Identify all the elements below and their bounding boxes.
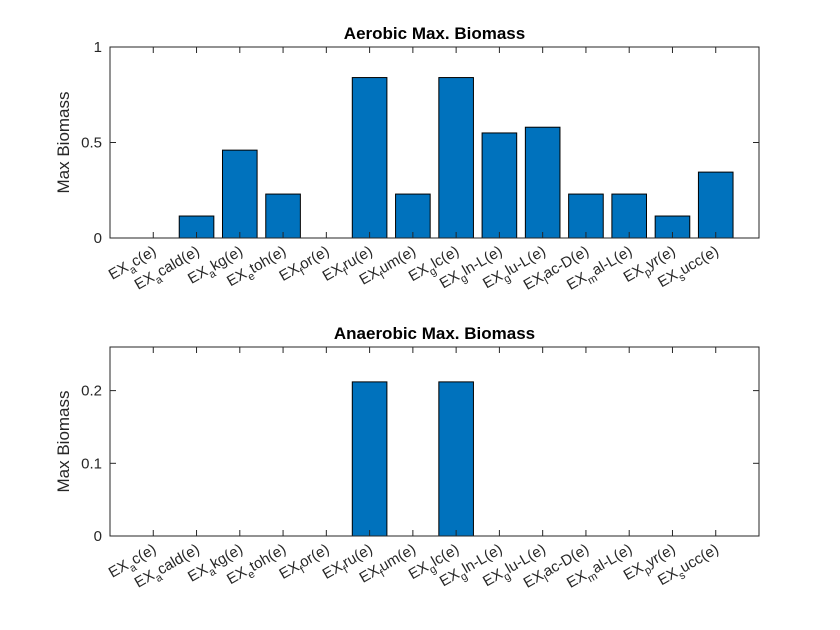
x-tick-label-main: EX	[480, 267, 506, 292]
x-tick-label-rest: lu-L(e)	[503, 243, 549, 279]
x-tick-label-main: EX	[224, 265, 250, 290]
plot-area-frame	[109, 46, 760, 239]
x-tick-label-main: EX	[655, 266, 681, 291]
x-tick-label-subscript: f	[342, 266, 351, 278]
bar	[221, 149, 258, 239]
x-tick-label-main: EX	[564, 567, 590, 592]
x-tick-label-main: EX	[437, 565, 463, 590]
bar	[265, 193, 301, 239]
plot-area-frame	[109, 346, 760, 537]
x-tick-label-subscript: l	[542, 276, 550, 288]
x-tick-label-subscript: l	[542, 574, 550, 586]
x-tick-label-subscript: p	[642, 266, 653, 279]
bar	[351, 77, 388, 239]
bar	[611, 193, 648, 239]
y-tick-label: 0	[94, 528, 102, 545]
x-tick-label-rest: lc(e)	[428, 243, 462, 272]
x-tick-label-subscript: f	[378, 568, 387, 580]
bar	[438, 77, 474, 239]
x-tick-label-rest: lu-L(e)	[503, 541, 549, 577]
x-tick-label-subscript: g	[459, 570, 470, 583]
y-tick-label: 0.2	[81, 383, 102, 400]
y-tick-label: 1	[94, 39, 102, 56]
x-tick-label-main: EX	[224, 563, 250, 588]
x-tick-label-subscript: s	[677, 569, 688, 582]
x-tick-label-rest: ucc(e)	[677, 243, 722, 279]
bar	[481, 132, 518, 239]
x-tick-label-main: EX	[106, 557, 132, 582]
x-tick-label-main: EX	[106, 259, 132, 284]
x-tick-label-subscript: f	[378, 270, 387, 282]
y-tick-label: 0	[94, 230, 102, 247]
x-tick-label-main: EX	[564, 269, 590, 294]
chart-title: Anaerobic Max. Biomass	[334, 324, 535, 343]
x-tick-label-subscript: g	[459, 272, 470, 285]
x-tick-label-subscript: e	[246, 270, 257, 283]
x-tick-label-subscript: f	[298, 266, 307, 278]
x-tick-label-subscript: e	[246, 568, 257, 581]
x-tick-label-subscript: s	[677, 271, 688, 284]
y-axis-label: Max Biomass	[54, 390, 73, 492]
x-tick-label-subscript: g	[502, 272, 513, 285]
x-tick-label-main: EX	[655, 564, 681, 589]
x-tick-label-subscript: f	[342, 564, 351, 576]
y-tick-label: 0.5	[81, 135, 102, 152]
x-tick-label-subscript: g	[428, 563, 439, 576]
x-tick-label-main: EX	[621, 559, 647, 584]
x-tick-label-main: EX	[406, 260, 432, 285]
x-tick-label-subscript: g	[428, 265, 439, 278]
y-tick-label: 0.1	[81, 455, 102, 472]
y-axis-label: Max Biomass	[54, 91, 73, 193]
x-tick-label-subscript: f	[298, 564, 307, 576]
bar	[568, 193, 604, 239]
x-tick-label-main: EX	[480, 565, 506, 590]
x-tick-label-main: EX	[437, 267, 463, 292]
bar	[524, 126, 561, 239]
x-tick-label-main: EX	[406, 558, 432, 583]
bar	[438, 381, 474, 537]
x-tick-label-subscript: g	[502, 570, 513, 583]
x-tick-label-main: EX	[621, 261, 647, 286]
x-tick-label-main: EX	[185, 263, 211, 288]
x-tick-label-rest: ucc(e)	[677, 541, 722, 577]
bar	[395, 193, 431, 239]
chart-title: Aerobic Max. Biomass	[344, 24, 525, 43]
chart-anaerobic: Anaerobic Max. Biomass Max Biomass 0 0.1 0.2…	[54, 324, 760, 592]
bar	[697, 171, 734, 239]
bar	[351, 381, 388, 537]
x-tick-label-subscript: p	[642, 564, 653, 577]
x-tick-label-main: EX	[185, 561, 211, 586]
x-tick-label-rest: lc(e)	[428, 541, 462, 570]
